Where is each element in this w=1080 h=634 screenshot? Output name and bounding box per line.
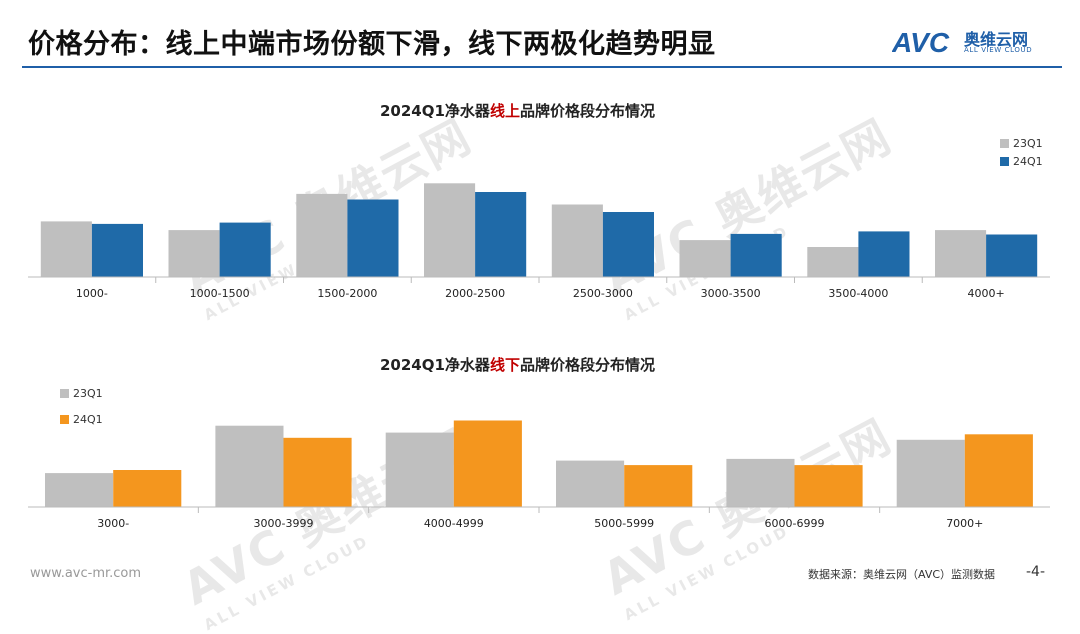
- footer-url: www.avc-mr.com: [30, 566, 142, 581]
- bar-23q1-3: [424, 183, 476, 278]
- page-title: 价格分布：线上中端市场份额下滑，线下两极化趋势明显: [28, 29, 716, 60]
- title-divider: [22, 66, 1062, 68]
- bar-23q1-5: [896, 439, 965, 507]
- bar-23q1-6: [807, 247, 859, 277]
- x-tick-label: 3500-4000: [828, 287, 888, 300]
- bar-24q1-4: [794, 465, 863, 507]
- data-source-note: 数据来源：奥维云网（AVC）监测数据: [808, 568, 996, 581]
- bar-23q1-1: [168, 230, 220, 277]
- legend-item-23q1: 23Q1: [60, 384, 103, 402]
- offline-chart-legend: 23Q1 24Q1: [60, 384, 103, 428]
- offline-price-distribution-chart: 3000- 3000-3999 4000-4999 5000-5999 6000-699…: [28, 420, 1050, 530]
- legend-swatch: [60, 388, 69, 398]
- x-tick-label: 1500-2000: [317, 287, 377, 300]
- legend-item-24q1: 24Q1: [1000, 152, 1043, 170]
- bar-23q1-0: [40, 221, 92, 277]
- x-tick-label: 3000-3999: [254, 517, 314, 530]
- bar-23q1-2: [296, 193, 348, 277]
- brand-logo: AVC 奥维云网 ALL VIEW CLOUD: [892, 24, 1062, 58]
- bar-24q1-5: [964, 434, 1033, 507]
- x-tick-label: 7000+: [946, 517, 983, 530]
- x-tick-label: 6000-6999: [765, 517, 825, 530]
- bar-24q1-0: [91, 223, 143, 277]
- x-tick-label: 5000-5999: [594, 517, 654, 530]
- x-tick-label: 3000-: [97, 517, 129, 530]
- legend-swatch: [1000, 138, 1009, 148]
- bar-23q1-1: [215, 425, 284, 507]
- bar-24q1-7: [986, 234, 1038, 277]
- legend-swatch: [60, 414, 69, 424]
- bar-24q1-3: [624, 465, 693, 507]
- x-tick-label: 2000-2500: [445, 287, 505, 300]
- online-chart-title: 2024Q1净水器线上品牌价格段分布情况: [380, 102, 655, 120]
- page-number: -4-: [1026, 564, 1046, 580]
- x-tick-label: 1000-1500: [190, 287, 250, 300]
- bar-23q1-0: [45, 473, 114, 507]
- x-tick-label: 4000+: [967, 287, 1004, 300]
- bar-23q1-7: [935, 230, 987, 277]
- bar-24q1-1: [219, 222, 271, 277]
- brand-name-en: ALL VIEW CLOUD: [964, 46, 1033, 54]
- bar-24q1-6: [858, 231, 910, 277]
- bar-24q1-1: [283, 437, 352, 507]
- bar-23q1-4: [726, 458, 795, 507]
- bar-24q1-5: [730, 233, 782, 277]
- bar-24q1-0: [113, 470, 182, 507]
- bar-24q1-3: [475, 192, 527, 277]
- bar-24q1-2: [347, 199, 399, 277]
- brand-name-cn: 奥维云网: [964, 30, 1029, 49]
- avc-logo-icon: AVC: [892, 27, 950, 58]
- x-tick-label: 2500-3000: [573, 287, 633, 300]
- avc-logo-text: AVC: [892, 27, 950, 58]
- offline-chart-title: 2024Q1净水器线下品牌价格段分布情况: [380, 356, 655, 374]
- x-tick-label: 3000-3500: [701, 287, 761, 300]
- legend-item-24q1: 24Q1: [60, 410, 103, 428]
- bar-23q1-4: [551, 204, 603, 277]
- bar-23q1-2: [385, 432, 454, 507]
- bar-23q1-3: [556, 460, 625, 507]
- x-tick-label: 1000-: [76, 287, 108, 300]
- x-tick-label: 4000-4999: [424, 517, 484, 530]
- bar-24q1-2: [453, 420, 522, 507]
- online-price-distribution-chart: 1000- 1000-1500 1500-2000 2000-2500 2500-300…: [28, 183, 1050, 300]
- legend-swatch: [1000, 156, 1009, 166]
- online-chart-legend: 23Q1 24Q1: [1000, 134, 1043, 170]
- legend-item-23q1: 23Q1: [1000, 134, 1043, 152]
- bar-23q1-5: [679, 240, 731, 277]
- bar-24q1-4: [602, 212, 654, 277]
